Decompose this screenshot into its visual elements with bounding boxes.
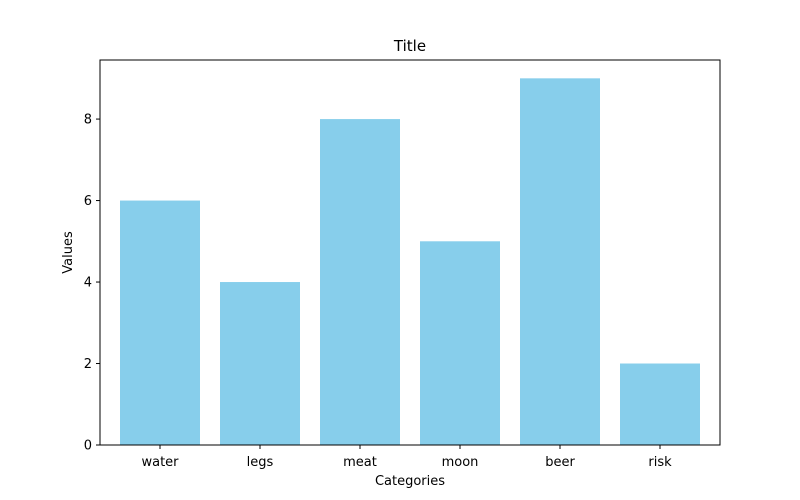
x-tick-label-meat: meat	[343, 455, 377, 470]
bar-water	[120, 200, 200, 445]
bar-meat	[320, 119, 400, 446]
y-tick-label-0: 0	[84, 439, 92, 454]
plot-frame	[99, 59, 721, 446]
y-axis-label: Values	[61, 231, 76, 274]
y-tick-label-4: 4	[84, 276, 92, 291]
x-tick-label-legs: legs	[247, 455, 274, 470]
bars-group	[120, 78, 700, 446]
x-axis-label: Categories	[375, 474, 445, 489]
y-tick-label-6: 6	[84, 194, 92, 209]
x-tick-label-risk: risk	[648, 455, 672, 470]
bar-legs	[220, 282, 300, 445]
y-tick-label-8: 8	[84, 113, 92, 128]
x-axis-ticks: water legs meat moon beer risk	[141, 445, 672, 470]
x-tick-label-water: water	[141, 455, 179, 470]
bar-beer	[520, 78, 600, 445]
bar-moon	[420, 241, 500, 445]
chart-title: Title	[393, 37, 426, 55]
x-tick-label-beer: beer	[545, 455, 575, 470]
bar-risk	[620, 363, 700, 445]
y-tick-label-2: 2	[84, 357, 92, 372]
y-axis-ticks: 0 2 4 6 8	[84, 113, 100, 454]
x-tick-label-moon: moon	[442, 455, 479, 470]
